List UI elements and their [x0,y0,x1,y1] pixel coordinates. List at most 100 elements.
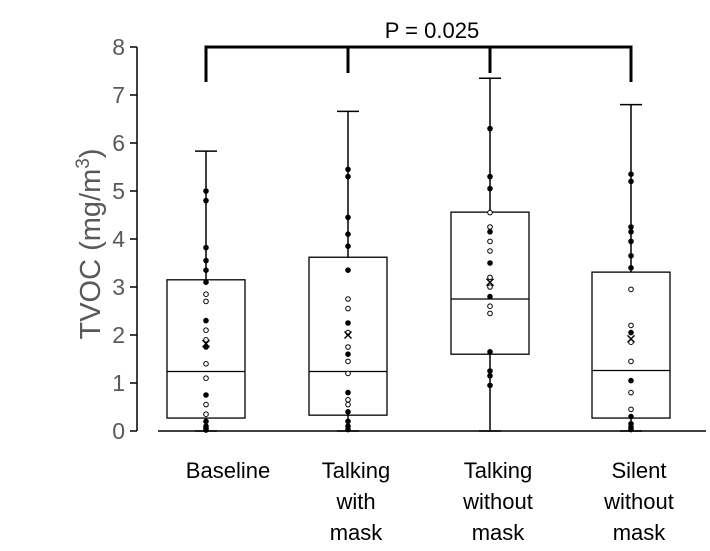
y-axis: 0 1 2 3 4 5 6 7 8 [112,34,138,444]
y-tick-label: 3 [112,274,125,300]
data-point [345,243,351,249]
category-label-line: mask [613,520,667,545]
data-point [345,351,351,358]
data-point [628,229,634,235]
y-tick-label: 8 [112,34,125,60]
data-point [487,238,493,245]
data-point [345,320,351,326]
data-point [345,214,351,221]
data-point [628,224,634,230]
data-point [203,244,209,251]
data-point [628,178,634,185]
y-tick-label: 1 [112,370,125,396]
mean-marker [344,331,352,339]
data-point [628,421,634,427]
data-point [628,358,634,365]
data-point [203,188,209,194]
mean-marker-stroke [486,278,494,287]
category-label: Baseline [186,458,270,483]
data-point [628,286,634,293]
data-point [487,373,493,379]
category-label-line: without [603,489,674,514]
data-point [487,284,493,290]
data-point [203,327,209,334]
data-point [487,173,493,180]
data-point [345,423,351,430]
y-axis-title-superscript: 3 [73,158,94,169]
data-point [487,229,493,235]
data-point [628,265,634,271]
data-point [345,401,351,408]
mean-marker [486,278,494,287]
data-point [203,298,209,305]
data-point [487,274,493,281]
data-point [487,185,493,192]
data-point [487,368,493,374]
data-point [487,303,493,310]
data-point [345,370,351,377]
data-point [203,375,209,382]
y-tick-label: 6 [112,130,125,156]
data-point [628,413,634,420]
y-axis-title: TVOC (mg/m3) [73,148,107,339]
data-point [487,224,493,230]
data-point [203,291,209,298]
data-point [345,358,351,365]
box-group [450,77,530,432]
data-point [345,296,351,302]
data-point [203,257,209,264]
data-point [345,267,351,274]
y-axis-title-text: TVOC (mg/m [75,169,107,340]
data-point [628,406,634,413]
y-tick-label: 4 [112,226,125,252]
data-point [345,305,351,312]
data-point [345,418,351,425]
data-point [628,253,634,259]
category-label: Talking without mask [462,458,533,545]
data-point [203,267,209,274]
data-point [345,344,351,350]
data-point [487,310,493,317]
y-tick-label: 2 [112,322,125,348]
data-point [345,397,351,403]
data-point [203,423,209,430]
iqr-box [591,271,671,419]
box-plot-series [166,77,671,433]
data-point [345,389,351,396]
data-point [628,322,634,329]
data-point [345,166,351,173]
data-point [487,293,493,300]
data-point [628,329,634,336]
data-point [203,361,209,367]
mean-marker [627,334,635,343]
category-label-line: with [335,489,375,514]
data-point [203,317,209,324]
iqr-box [308,256,388,416]
mean-marker-stroke [202,339,210,348]
data-point [628,389,634,396]
box-group [308,110,388,433]
data-point [487,125,493,132]
data-point [487,209,493,216]
data-point [628,238,634,245]
data-point [203,279,209,286]
data-point [487,248,493,254]
data-point [345,409,351,415]
data-point [203,197,209,204]
data-point [203,418,209,425]
significance-bracket: P = 0.025 [204,18,633,82]
data-point [487,260,493,266]
data-point [203,411,209,418]
category-label-line: mask [330,520,384,545]
category-label-line: Silent [611,458,666,483]
data-point [487,349,493,355]
category-labels: Baseline Talking with mask Talking without mas… [186,458,674,545]
data-point [345,173,351,180]
category-label: Talking with mask [322,458,390,545]
data-point [487,382,493,389]
data-point [203,344,209,350]
y-tick-label: 0 [112,418,125,444]
data-point [203,337,209,343]
box-group [166,150,246,433]
